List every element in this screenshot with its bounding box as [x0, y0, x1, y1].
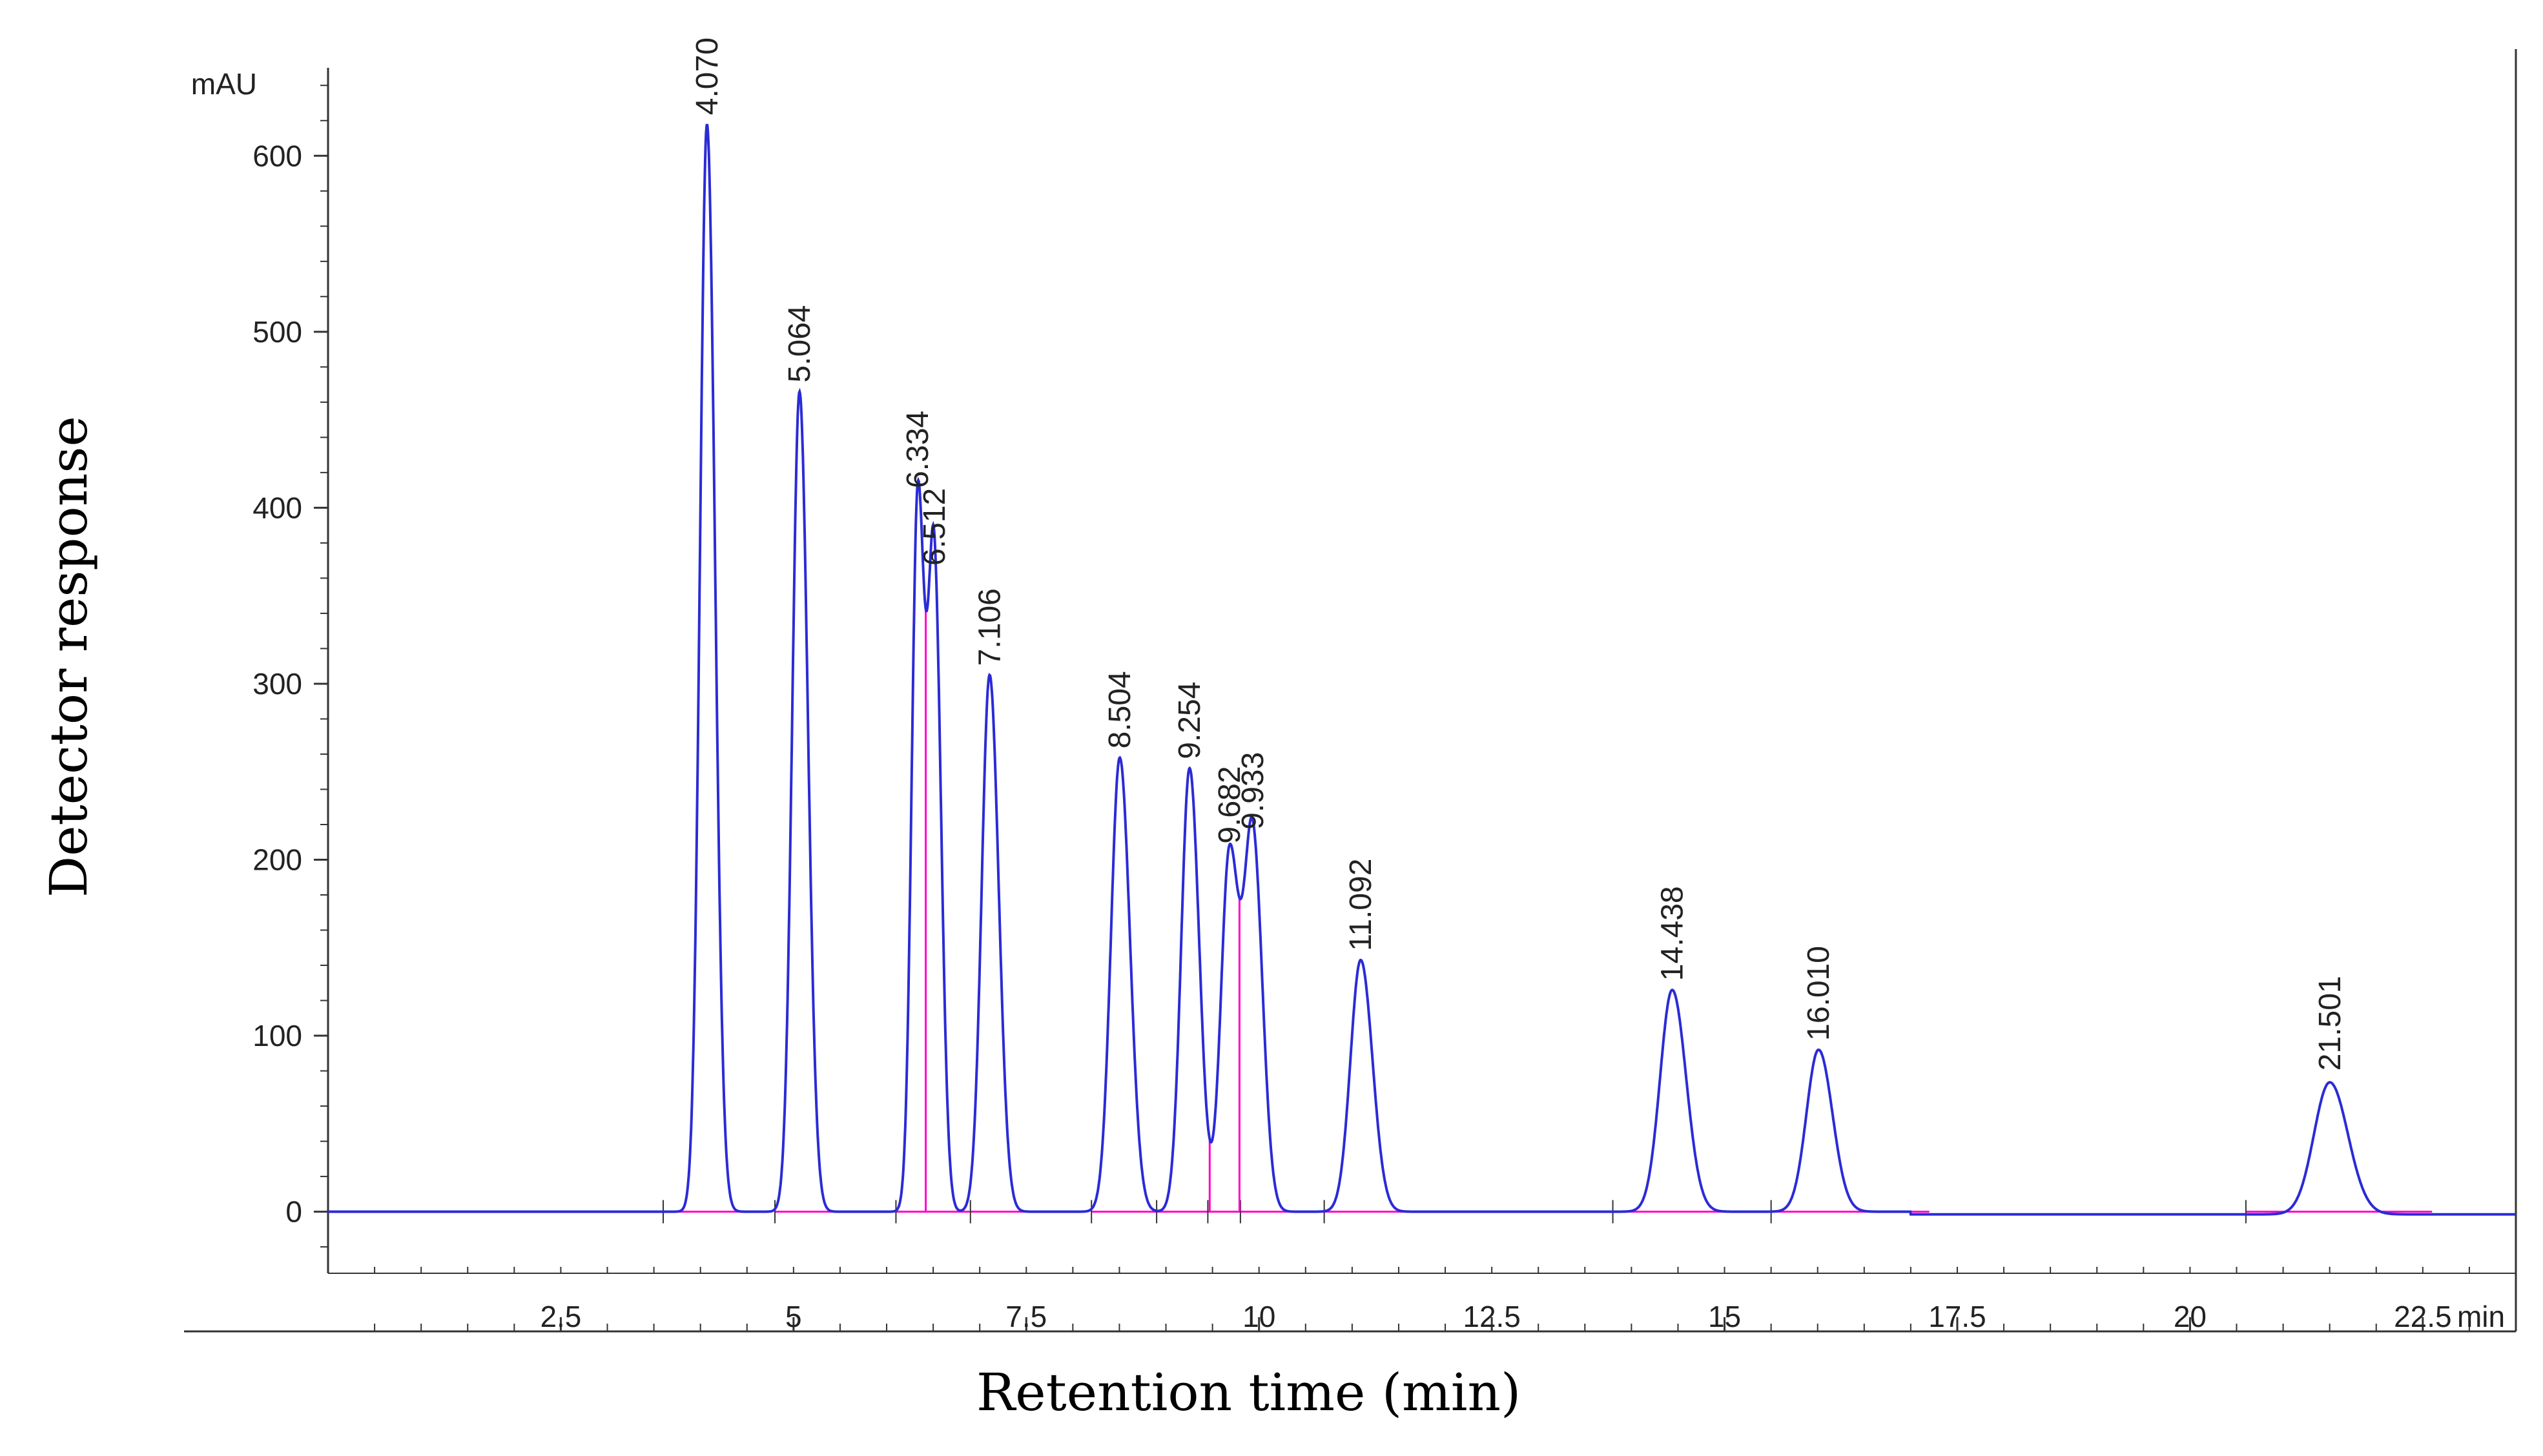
x-tick-label: 15: [1708, 1300, 1741, 1333]
x-axis-title: Retention time (min): [976, 1362, 1521, 1422]
peak-label: 21.501: [2313, 976, 2347, 1071]
tick-marks: 0 100 200 300 400 500 600 2.5 5 7.5 10 12.5 15 17.5 20…: [252, 85, 2470, 1333]
axes: [184, 49, 2517, 1333]
peak-label: 11.092: [1344, 859, 1378, 951]
x-tick-label: 17.5: [1928, 1300, 1986, 1333]
x-tick-label: 12.5: [1463, 1300, 1521, 1333]
y-tick-label: 300: [252, 667, 302, 701]
y-tick-label: 0: [285, 1195, 302, 1229]
y-tick-label: 100: [252, 1019, 302, 1052]
y-tick-label: 400: [252, 491, 302, 524]
y-unit-label: mAU: [191, 67, 257, 101]
peak-label: 7.106: [973, 588, 1007, 666]
x-unit-label: min: [2457, 1300, 2505, 1333]
y-tick-label: 600: [252, 139, 302, 172]
peak-label: 9.254: [1173, 682, 1207, 759]
x-tick-label: 5: [785, 1300, 802, 1333]
x-tick-label: 22.5: [2394, 1300, 2452, 1333]
peak-label: 9.682: [1213, 766, 1247, 843]
x-tick-label: 10: [1242, 1300, 1275, 1333]
peak-label: 14.438: [1656, 886, 1690, 981]
chromatogram-trace: [328, 123, 2516, 1216]
peak-label: 6.334: [901, 411, 935, 488]
peak-label: 9.933: [1236, 752, 1270, 830]
x-tick-label: 20: [2174, 1300, 2207, 1333]
peak-label: 5.064: [783, 305, 817, 382]
y-tick-label: 200: [252, 843, 302, 876]
peak-label: 8.504: [1103, 671, 1137, 748]
y-axis-title: Detector response: [39, 416, 99, 897]
y-tick-label: 500: [252, 315, 302, 349]
x-tick-label: 7.5: [1005, 1300, 1047, 1333]
peak-label: 4.070: [690, 37, 725, 115]
x-tick-label: 2.5: [540, 1300, 581, 1333]
peak-label: 16.010: [1802, 946, 1836, 1041]
integration-baseline: [663, 609, 2433, 1224]
peak-label: 6.512: [918, 488, 952, 566]
